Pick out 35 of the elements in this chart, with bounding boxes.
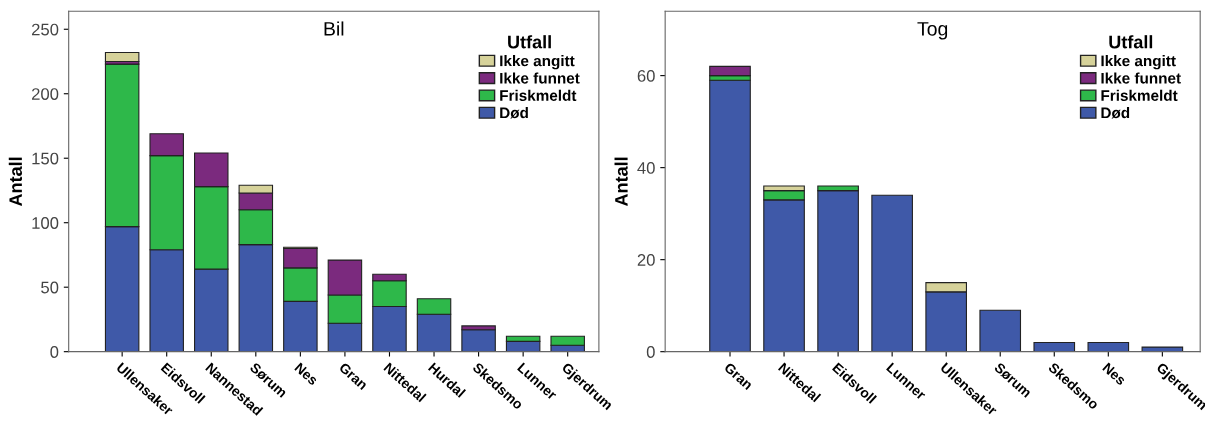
bar <box>461 329 496 352</box>
bar <box>104 51 140 63</box>
y-tick-label: 0 <box>646 346 655 358</box>
y-tick-label: 150 <box>32 152 59 165</box>
bar <box>1141 346 1184 352</box>
bar <box>1087 341 1130 352</box>
legend-label: Friskmeldt <box>1101 89 1178 101</box>
x-tick-label: Nes <box>294 362 319 386</box>
legend-label: Ikke angitt <box>500 55 575 70</box>
chart-title: Bil <box>324 21 344 36</box>
y-tick-label: 200 <box>32 88 59 100</box>
bar <box>709 79 751 352</box>
legend-label: Død <box>500 107 528 119</box>
y-axis-title: Antall <box>8 157 23 207</box>
y-tick-label: 100 <box>32 217 59 229</box>
y-tick-label: 250 <box>32 23 59 36</box>
bar <box>709 65 751 77</box>
y-tick-label: 20 <box>637 254 655 266</box>
x-tick-label: Nes <box>1102 362 1127 386</box>
bar <box>1033 341 1076 352</box>
legend-title: Utfall <box>1109 35 1153 49</box>
legend-label: Død <box>1101 107 1130 119</box>
legend-label: Friskmeldt <box>500 89 577 101</box>
legend-title: Utfall <box>508 35 551 49</box>
legend-label: Ikke funnet <box>500 72 580 84</box>
bar <box>979 309 1022 352</box>
legend-label: Ikke angitt <box>1101 55 1176 70</box>
y-tick-label: 60 <box>637 70 655 82</box>
bar <box>871 194 913 352</box>
y-tick-label: 50 <box>41 281 59 294</box>
legend-label: Ikke funnet <box>1101 72 1181 84</box>
y-tick-label: 0 <box>50 346 59 358</box>
y-axis-title: Antall <box>614 157 628 207</box>
text: Tog <box>917 22 948 40</box>
y-tick-label: 40 <box>637 162 655 174</box>
